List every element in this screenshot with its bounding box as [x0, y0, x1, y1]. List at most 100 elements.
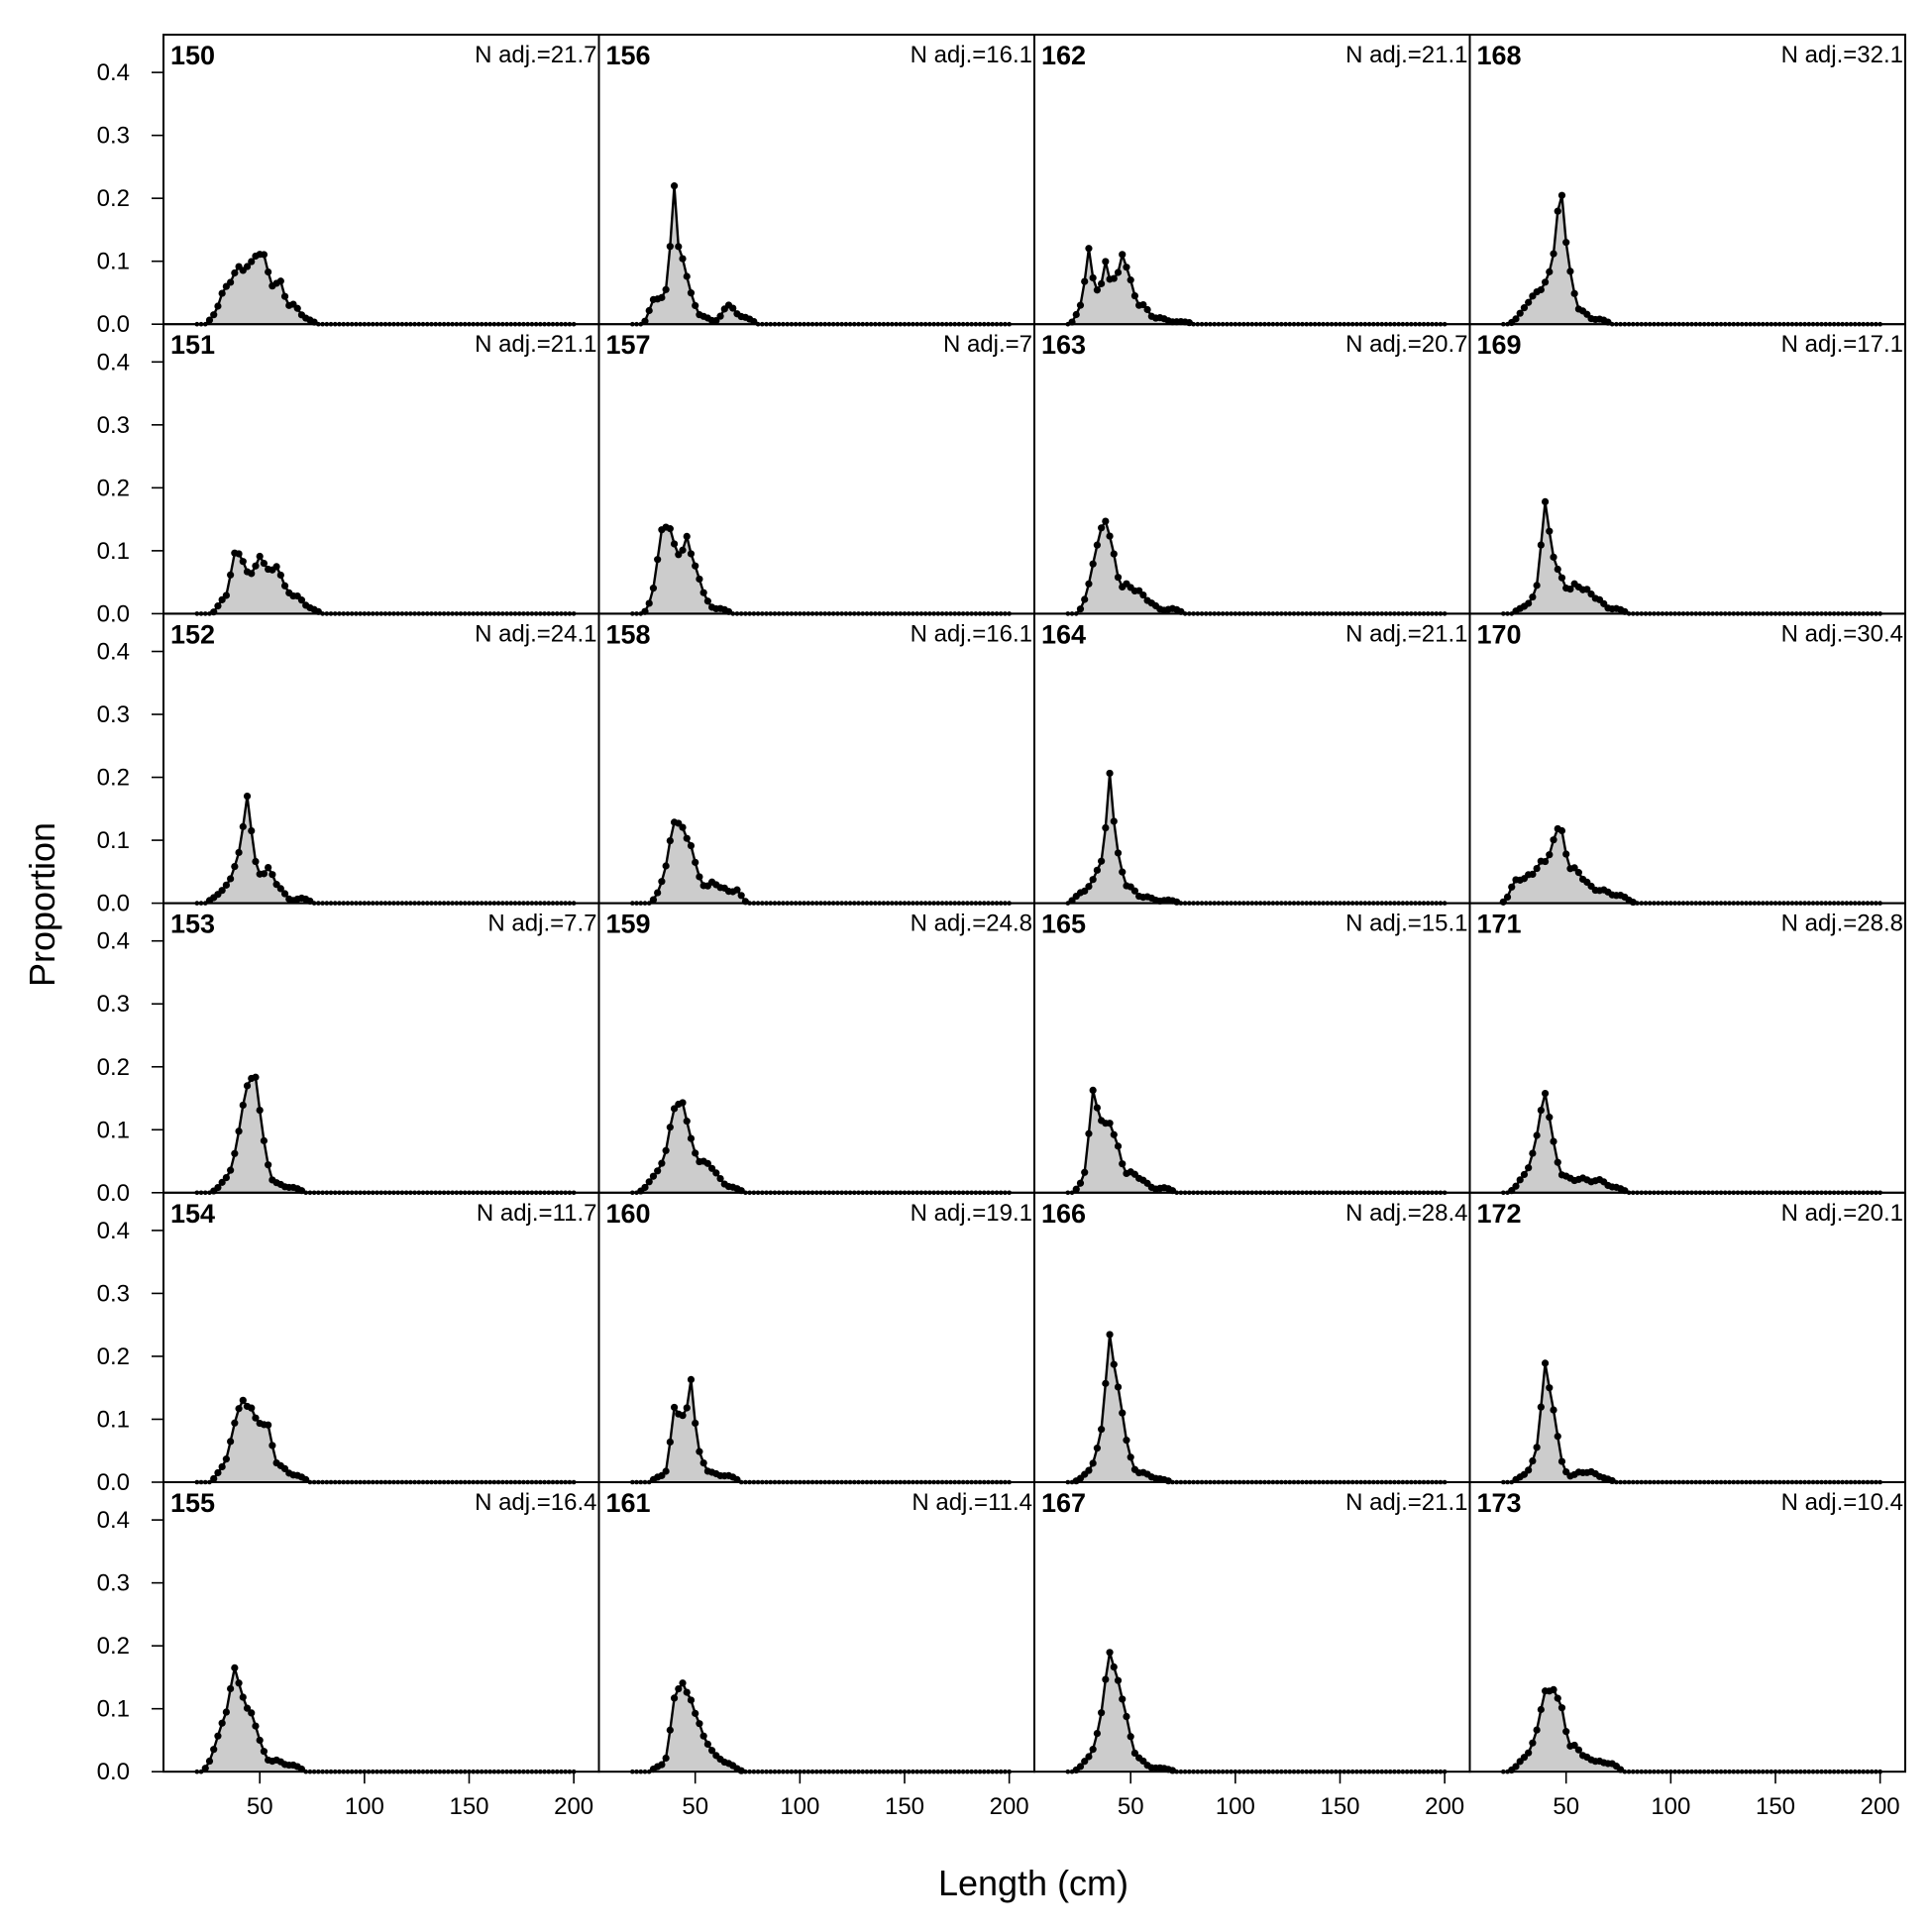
panel-frame	[162, 902, 600, 1194]
y-tick-label: 0.1	[97, 827, 130, 854]
panel-162: 162 N adj.=21.1	[1033, 34, 1471, 327]
panel-label: 173	[1477, 1488, 1522, 1518]
data-point	[679, 255, 687, 263]
data-point	[675, 551, 683, 559]
data-point	[1546, 851, 1554, 859]
data-point	[1554, 1433, 1561, 1441]
panel-168: 168 N adj.=32.1	[1468, 34, 1906, 327]
data-point	[1089, 1746, 1097, 1754]
data-point	[708, 1164, 716, 1172]
data-point	[658, 1159, 666, 1167]
panel-171: 171 N adj.=28.8	[1468, 902, 1906, 1196]
panel-frame	[1468, 1481, 1906, 1773]
panel-label: 167	[1041, 1488, 1086, 1518]
data-point	[276, 277, 284, 285]
data-point	[1512, 1182, 1520, 1190]
data-point	[1520, 1170, 1529, 1179]
data-point	[683, 272, 691, 280]
data-point	[1127, 276, 1134, 284]
data-point	[1508, 883, 1516, 891]
panel-label: 156	[606, 41, 651, 70]
data-point	[654, 889, 662, 897]
proportion-area	[1067, 521, 1446, 614]
n-adj-label: N adj.=21.1	[1345, 42, 1467, 68]
y-tick-label: 0.1	[97, 249, 130, 275]
data-point	[1076, 1763, 1085, 1771]
panel-frame	[597, 1481, 1035, 1773]
data-point	[654, 556, 662, 564]
x-tick-label: 100	[780, 1793, 819, 1820]
data-point	[641, 1183, 649, 1192]
data-point	[712, 1169, 720, 1177]
data-point	[1554, 1694, 1561, 1702]
data-point	[1119, 1160, 1127, 1168]
data-point	[1085, 1466, 1093, 1474]
n-adj-label: N adj.=32.1	[1781, 42, 1903, 68]
proportion-area	[196, 254, 575, 325]
data-point	[218, 289, 226, 297]
data-point	[696, 1720, 703, 1728]
data-point	[1130, 1749, 1139, 1758]
data-point	[692, 1709, 699, 1717]
data-point	[699, 1458, 707, 1467]
panel-167: 167 N adj.=21.1	[1033, 1481, 1471, 1774]
data-point	[1574, 869, 1582, 877]
data-point	[1537, 541, 1545, 549]
panel-160: 160 N adj.=19.1	[597, 1191, 1035, 1485]
x-tick-label: 100	[1216, 1793, 1255, 1820]
proportion-area	[1067, 773, 1446, 904]
data-point	[1114, 849, 1123, 857]
n-adj-label: N adj.=21.7	[475, 42, 596, 68]
data-point	[248, 1404, 256, 1412]
panel-164: 164 N adj.=21.1	[1033, 612, 1471, 906]
data-point	[222, 591, 230, 599]
data-point	[1110, 1360, 1118, 1368]
data-point	[692, 858, 699, 866]
data-point	[293, 304, 301, 312]
data-point	[1546, 268, 1554, 275]
x-tick-label: 200	[554, 1793, 593, 1820]
data-point	[252, 562, 260, 570]
data-point	[227, 1438, 235, 1446]
data-point	[272, 563, 280, 571]
data-point	[1123, 1712, 1130, 1721]
x-tick-label: 150	[1320, 1793, 1359, 1820]
y-axes: 0.00.10.20.30.40.00.10.20.30.40.00.10.20…	[97, 59, 163, 1785]
data-point	[1139, 300, 1147, 309]
y-tick-label: 0.4	[97, 349, 130, 376]
data-point	[1102, 823, 1110, 832]
data-point	[1533, 1131, 1541, 1139]
x-axis-title: Length (cm)	[938, 1863, 1128, 1903]
x-tick-label: 150	[1756, 1793, 1795, 1820]
data-point	[703, 1159, 711, 1167]
y-tick-label: 0.1	[97, 538, 130, 565]
data-point	[716, 1174, 724, 1183]
data-point	[1081, 595, 1089, 603]
data-point	[679, 823, 687, 831]
y-tick-label: 0.1	[97, 1696, 130, 1723]
data-point	[1533, 582, 1541, 590]
data-point	[1123, 264, 1130, 271]
data-point	[696, 873, 703, 881]
data-point	[1529, 1739, 1537, 1747]
data-point	[1570, 1741, 1578, 1750]
data-point	[1550, 1137, 1557, 1145]
data-point	[1546, 1384, 1554, 1392]
data-point	[1089, 1459, 1097, 1467]
data-point	[260, 559, 268, 568]
data-point	[1566, 268, 1574, 275]
panel-label: 172	[1477, 1199, 1522, 1229]
proportion-area	[632, 527, 1010, 614]
data-point	[1119, 1409, 1127, 1417]
y-tick-label: 0.4	[97, 59, 130, 86]
data-point	[222, 1455, 230, 1463]
y-axis: 0.0 0.1 0.2 0.3 0.4	[97, 1218, 163, 1496]
data-point	[235, 1679, 243, 1687]
panel-153: 153 N adj.=7.7	[162, 902, 600, 1196]
n-adj-label: N adj.=24.1	[475, 620, 596, 647]
data-point	[666, 525, 674, 533]
data-point	[675, 243, 683, 251]
data-point	[1089, 273, 1097, 282]
data-point	[670, 540, 679, 548]
y-tick-label: 0.3	[97, 1570, 130, 1597]
